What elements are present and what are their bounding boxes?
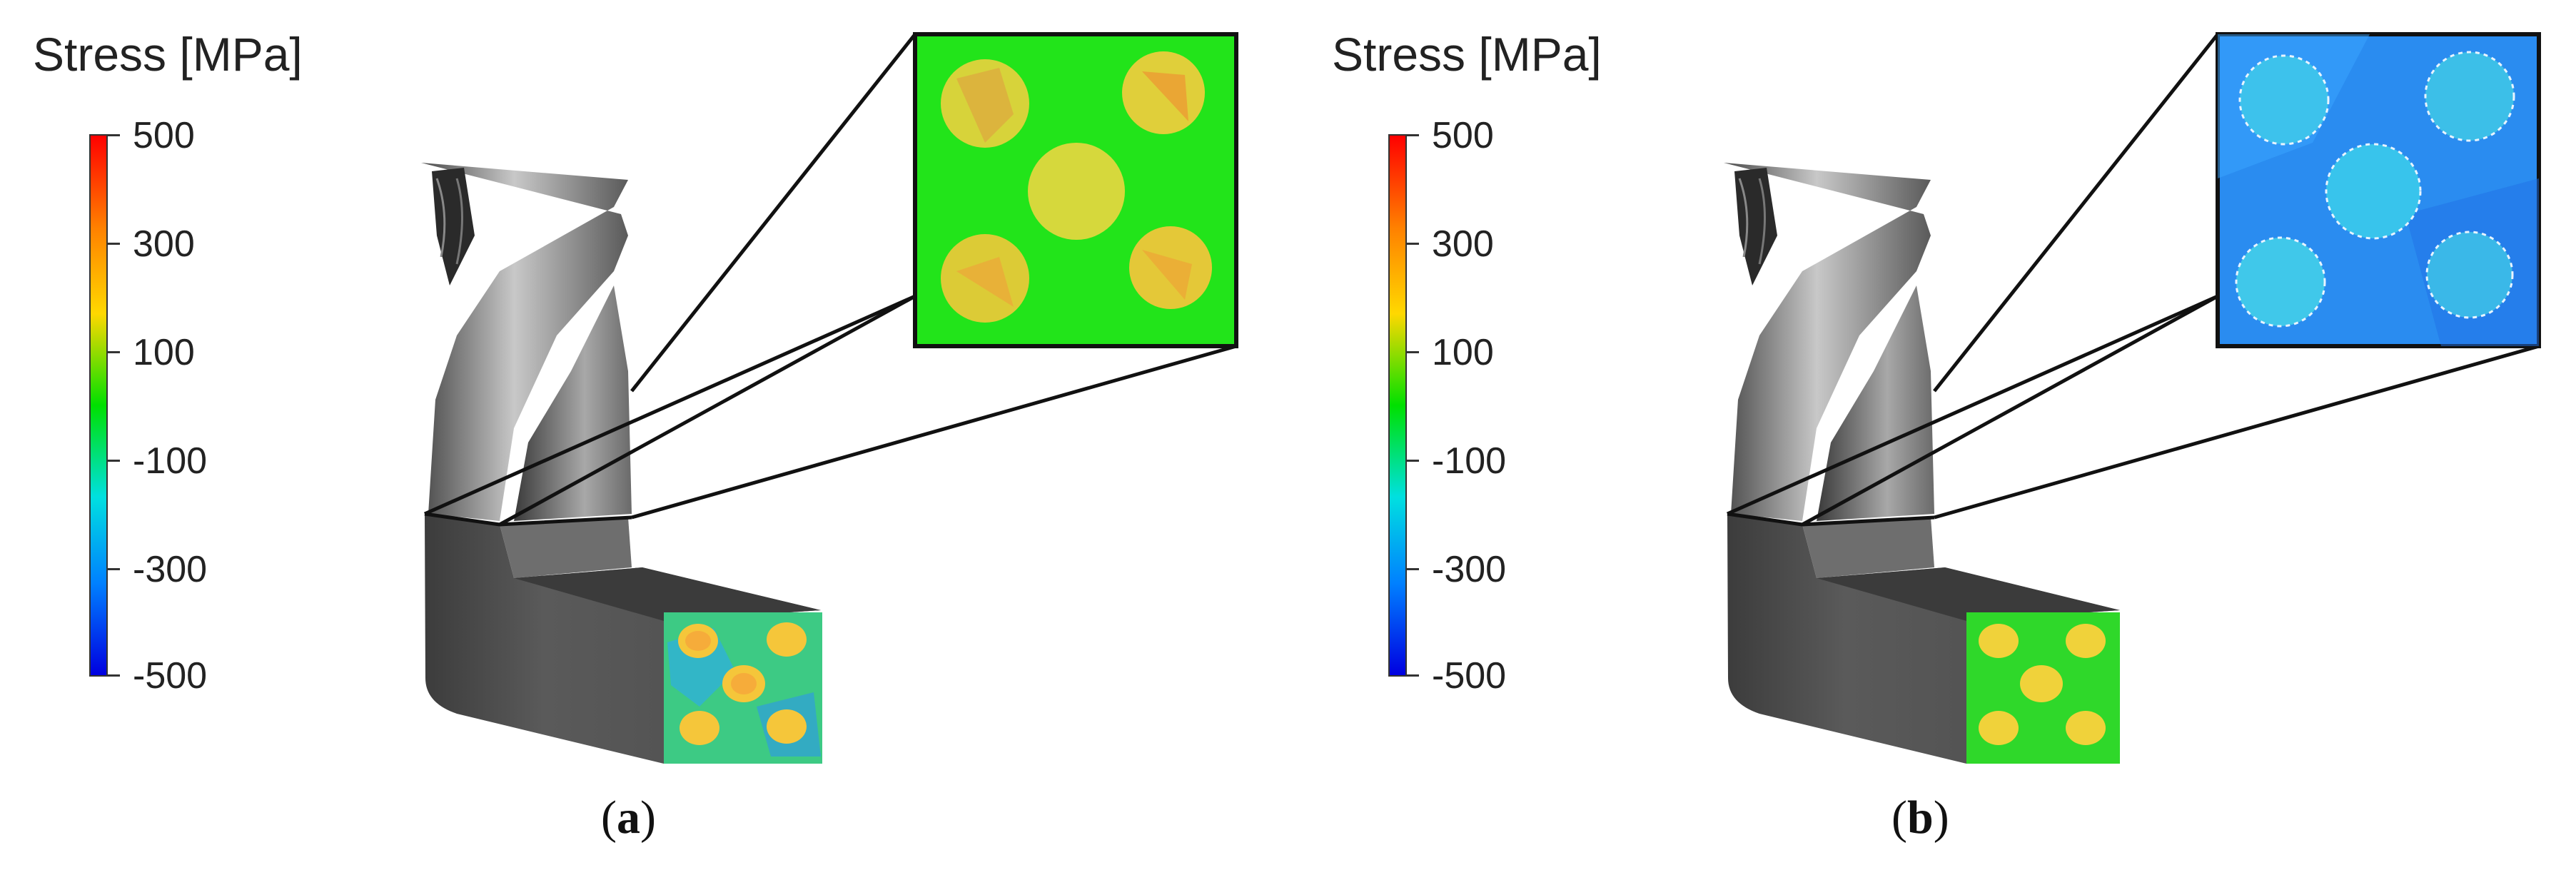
stress-colorbar bbox=[1388, 134, 1407, 677]
drill-model-figure bbox=[1724, 32, 2541, 764]
colorbar-tick-label: 500 bbox=[133, 115, 195, 156]
colorbar-tick bbox=[1406, 674, 1419, 677]
colorbar-tick bbox=[1406, 243, 1419, 245]
colorbar-title: Stress [MPa] bbox=[1332, 28, 1602, 81]
colorbar-tick-label: -300 bbox=[133, 549, 208, 590]
zoom-lines bbox=[1726, 33, 2540, 527]
panel-a: Stress [MPa] 500 300 100 -100 -300 -500 bbox=[33, 28, 1238, 844]
colorbar-tick-label: 300 bbox=[1432, 223, 1494, 265]
colorbar-tick-label: -500 bbox=[133, 655, 208, 697]
colorbar-tick-label: 300 bbox=[133, 223, 195, 265]
colorbar-tick bbox=[107, 568, 120, 570]
panel-b: Stress [MPa] 500 300 100 -100 -300 -500 bbox=[1299, 0, 2576, 875]
drill-model-figure bbox=[421, 32, 1238, 764]
colorbar-tick-label: 100 bbox=[1432, 332, 1494, 373]
zoom-inset bbox=[2216, 32, 2541, 348]
colorbar-tick bbox=[1406, 351, 1419, 353]
colorbar-tick-label: -100 bbox=[133, 440, 208, 482]
colorbar-tick bbox=[107, 243, 120, 245]
colorbar-tick-label: -500 bbox=[1432, 655, 1507, 697]
drill-shank bbox=[425, 514, 821, 764]
zoom-lines bbox=[423, 33, 1237, 527]
colorbar-tick-label: 100 bbox=[133, 332, 195, 373]
colorbar-tick-label: -100 bbox=[1432, 440, 1507, 482]
cross-section bbox=[664, 612, 822, 764]
panel-label-b: (b) bbox=[1891, 791, 1949, 844]
drill-shank bbox=[1727, 514, 2120, 764]
colorbar-tick bbox=[107, 134, 120, 136]
colorbar-tick bbox=[1406, 134, 1419, 136]
colorbar-tick bbox=[1406, 460, 1419, 462]
zoom-inset bbox=[913, 32, 1238, 348]
panel-label-a: (a) bbox=[601, 791, 656, 844]
cross-section bbox=[1966, 612, 2120, 764]
colorbar-title: Stress [MPa] bbox=[33, 28, 303, 81]
colorbar-tick bbox=[1406, 568, 1419, 570]
colorbar-tick-label: -300 bbox=[1432, 549, 1507, 590]
colorbar-tick bbox=[107, 460, 120, 462]
colorbar-tick bbox=[107, 674, 120, 677]
stress-colorbar bbox=[89, 134, 108, 677]
colorbar-tick-label: 500 bbox=[1432, 115, 1494, 156]
colorbar-tick bbox=[107, 351, 120, 353]
